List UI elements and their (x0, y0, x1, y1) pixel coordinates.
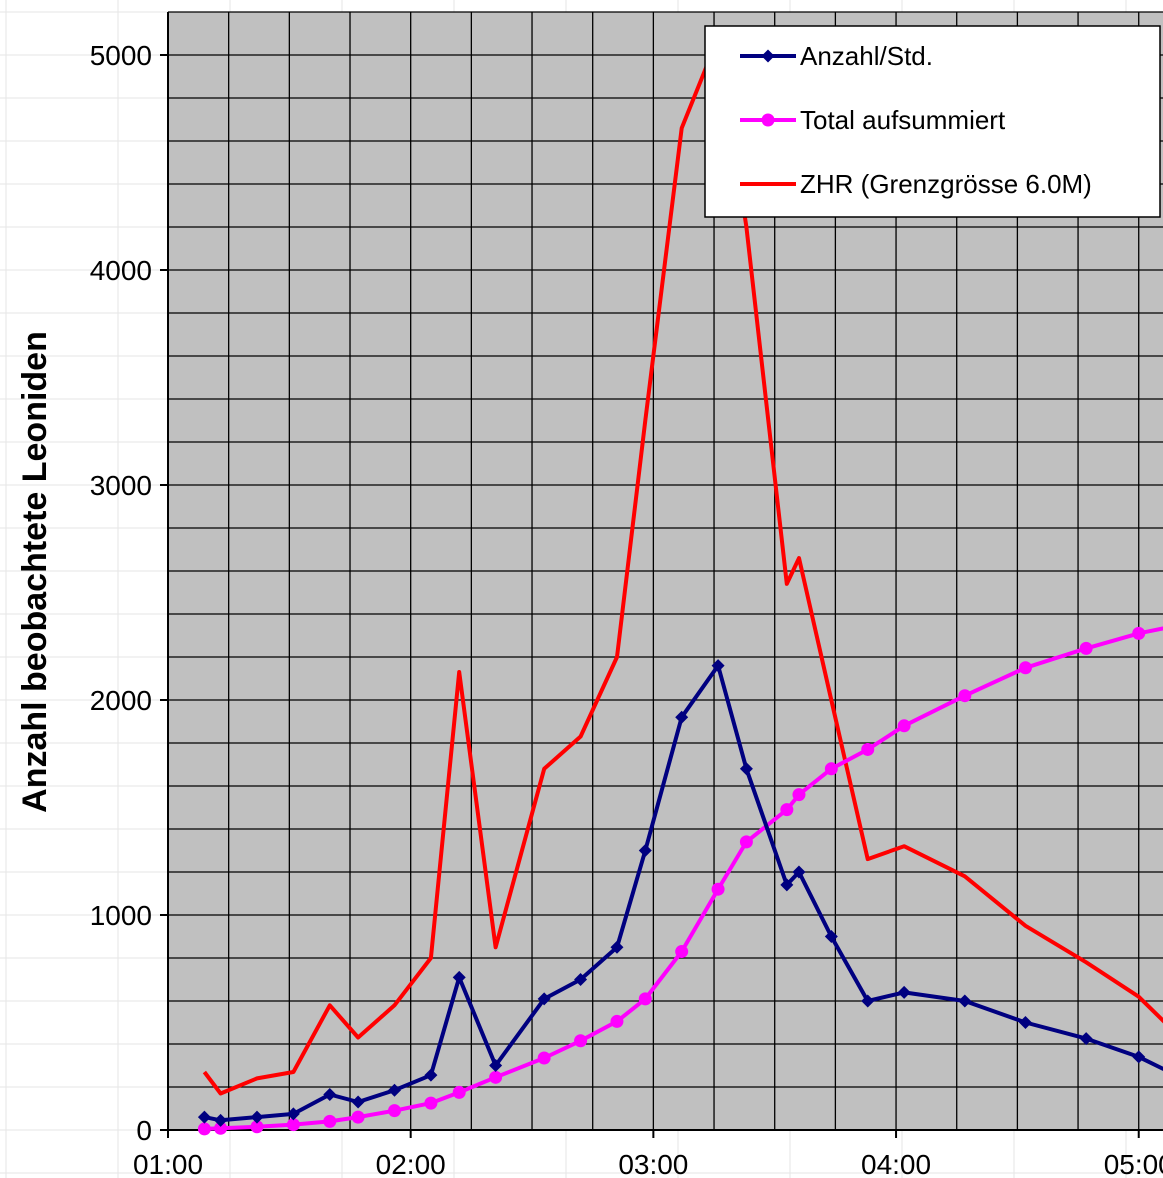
data-point (861, 743, 874, 756)
data-point (198, 1122, 211, 1135)
data-point (352, 1111, 365, 1124)
y-tick-label: 1000 (90, 900, 152, 931)
data-point (323, 1115, 336, 1128)
data-point (538, 1051, 551, 1064)
data-point (740, 835, 753, 848)
legend-label: Anzahl/Std. (800, 41, 933, 71)
data-point (574, 1034, 587, 1047)
x-tick-label: 02:00 (376, 1149, 446, 1178)
data-point (898, 719, 911, 732)
data-point (1132, 627, 1145, 640)
data-point (792, 788, 805, 801)
data-point (1080, 642, 1093, 655)
data-point (958, 689, 971, 702)
x-tick-label: 05:00 (1104, 1149, 1163, 1178)
y-tick-label: 5000 (90, 40, 152, 71)
data-point (610, 1015, 623, 1028)
data-point (780, 803, 793, 816)
legend: Anzahl/Std. Total aufsummiert ZHR (Grenzgr… (705, 26, 1160, 217)
x-tick-label: 03:00 (618, 1149, 688, 1178)
y-tick-label: 2000 (90, 685, 152, 716)
data-point (489, 1071, 502, 1084)
y-tick-label: 0 (136, 1115, 152, 1146)
x-tick-label: 04:00 (861, 1149, 931, 1178)
legend-swatch-marker (762, 114, 775, 127)
data-point (1019, 661, 1032, 674)
y-axis-title: Anzahl beobachtete Leoniden (16, 331, 54, 813)
data-point (712, 883, 725, 896)
data-point (825, 762, 838, 775)
legend-label: ZHR (Grenzgrösse 6.0M) (800, 169, 1092, 199)
x-tick-label: 01:00 (133, 1149, 203, 1178)
data-point (675, 945, 688, 958)
legend-label: Total aufsummiert (800, 105, 1006, 135)
data-point (388, 1104, 401, 1117)
data-point (453, 1086, 466, 1099)
data-point (424, 1097, 437, 1110)
y-tick-label: 3000 (90, 470, 152, 501)
data-point (639, 992, 652, 1005)
y-tick-label: 4000 (90, 255, 152, 286)
